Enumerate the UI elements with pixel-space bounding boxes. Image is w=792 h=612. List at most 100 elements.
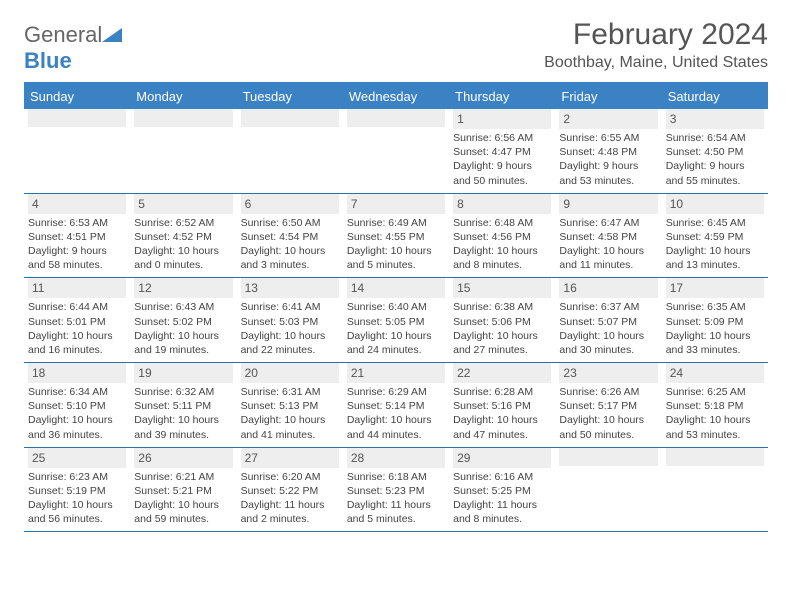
daylight-line: Daylight: 9 hours and 50 minutes. <box>453 159 551 187</box>
day-cell: 6Sunrise: 6:50 AMSunset: 4:54 PMDaylight… <box>237 194 343 278</box>
sunrise-line: Sunrise: 6:18 AM <box>347 470 445 484</box>
daylight-line: Daylight: 10 hours and 50 minutes. <box>559 413 657 441</box>
sunset-line: Sunset: 4:51 PM <box>28 230 126 244</box>
day-cell: 27Sunrise: 6:20 AMSunset: 5:22 PMDayligh… <box>237 448 343 532</box>
day-details: Sunrise: 6:21 AMSunset: 5:21 PMDaylight:… <box>134 470 232 527</box>
daylight-line: Daylight: 10 hours and 19 minutes. <box>134 329 232 357</box>
weeks-container: 1Sunrise: 6:56 AMSunset: 4:47 PMDaylight… <box>24 109 768 532</box>
daylight-line: Daylight: 10 hours and 16 minutes. <box>28 329 126 357</box>
sunset-line: Sunset: 4:48 PM <box>559 145 657 159</box>
day-cell: 8Sunrise: 6:48 AMSunset: 4:56 PMDaylight… <box>449 194 555 278</box>
sunset-line: Sunset: 5:02 PM <box>134 315 232 329</box>
day-details: Sunrise: 6:38 AMSunset: 5:06 PMDaylight:… <box>453 300 551 357</box>
sunrise-line: Sunrise: 6:45 AM <box>666 216 764 230</box>
day-details: Sunrise: 6:34 AMSunset: 5:10 PMDaylight:… <box>28 385 126 442</box>
day-details: Sunrise: 6:52 AMSunset: 4:52 PMDaylight:… <box>134 216 232 273</box>
day-cell <box>555 448 661 532</box>
day-cell: 19Sunrise: 6:32 AMSunset: 5:11 PMDayligh… <box>130 363 236 447</box>
day-number: 3 <box>666 109 764 129</box>
day-cell <box>237 109 343 193</box>
day-cell: 9Sunrise: 6:47 AMSunset: 4:58 PMDaylight… <box>555 194 661 278</box>
day-number: 4 <box>28 194 126 214</box>
day-number: 14 <box>347 278 445 298</box>
sunset-line: Sunset: 5:16 PM <box>453 399 551 413</box>
sunset-line: Sunset: 5:17 PM <box>559 399 657 413</box>
daylight-line: Daylight: 11 hours and 5 minutes. <box>347 498 445 526</box>
day-number: 9 <box>559 194 657 214</box>
weekday-header: Saturday <box>662 84 768 109</box>
week-row: 1Sunrise: 6:56 AMSunset: 4:47 PMDaylight… <box>24 109 768 194</box>
day-number: 17 <box>666 278 764 298</box>
sunrise-line: Sunrise: 6:50 AM <box>241 216 339 230</box>
day-cell: 2Sunrise: 6:55 AMSunset: 4:48 PMDaylight… <box>555 109 661 193</box>
sunset-line: Sunset: 4:55 PM <box>347 230 445 244</box>
day-number: 12 <box>134 278 232 298</box>
day-number: 22 <box>453 363 551 383</box>
day-cell: 18Sunrise: 6:34 AMSunset: 5:10 PMDayligh… <box>24 363 130 447</box>
day-number: 23 <box>559 363 657 383</box>
day-cell: 22Sunrise: 6:28 AMSunset: 5:16 PMDayligh… <box>449 363 555 447</box>
day-number: 26 <box>134 448 232 468</box>
sunset-line: Sunset: 5:11 PM <box>134 399 232 413</box>
sunrise-line: Sunrise: 6:47 AM <box>559 216 657 230</box>
sunset-line: Sunset: 5:09 PM <box>666 315 764 329</box>
day-number: 5 <box>134 194 232 214</box>
day-details: Sunrise: 6:49 AMSunset: 4:55 PMDaylight:… <box>347 216 445 273</box>
day-cell: 23Sunrise: 6:26 AMSunset: 5:17 PMDayligh… <box>555 363 661 447</box>
weekday-header: Monday <box>130 84 236 109</box>
day-number: 20 <box>241 363 339 383</box>
day-number <box>134 109 232 127</box>
day-cell <box>662 448 768 532</box>
day-cell: 11Sunrise: 6:44 AMSunset: 5:01 PMDayligh… <box>24 278 130 362</box>
sunset-line: Sunset: 5:06 PM <box>453 315 551 329</box>
day-number: 24 <box>666 363 764 383</box>
sunrise-line: Sunrise: 6:41 AM <box>241 300 339 314</box>
daylight-line: Daylight: 10 hours and 36 minutes. <box>28 413 126 441</box>
day-number: 10 <box>666 194 764 214</box>
daylight-line: Daylight: 10 hours and 30 minutes. <box>559 329 657 357</box>
sunset-line: Sunset: 5:05 PM <box>347 315 445 329</box>
month-title: February 2024 <box>544 18 768 52</box>
day-number: 19 <box>134 363 232 383</box>
day-cell: 17Sunrise: 6:35 AMSunset: 5:09 PMDayligh… <box>662 278 768 362</box>
week-row: 11Sunrise: 6:44 AMSunset: 5:01 PMDayligh… <box>24 278 768 363</box>
sunrise-line: Sunrise: 6:31 AM <box>241 385 339 399</box>
day-details: Sunrise: 6:35 AMSunset: 5:09 PMDaylight:… <box>666 300 764 357</box>
day-cell: 26Sunrise: 6:21 AMSunset: 5:21 PMDayligh… <box>130 448 236 532</box>
daylight-line: Daylight: 10 hours and 24 minutes. <box>347 329 445 357</box>
daylight-line: Daylight: 10 hours and 22 minutes. <box>241 329 339 357</box>
daylight-line: Daylight: 11 hours and 8 minutes. <box>453 498 551 526</box>
day-number <box>241 109 339 127</box>
weekday-header: Sunday <box>24 84 130 109</box>
weekday-header: Wednesday <box>343 84 449 109</box>
sunset-line: Sunset: 4:58 PM <box>559 230 657 244</box>
daylight-line: Daylight: 10 hours and 44 minutes. <box>347 413 445 441</box>
day-cell: 21Sunrise: 6:29 AMSunset: 5:14 PMDayligh… <box>343 363 449 447</box>
day-cell: 7Sunrise: 6:49 AMSunset: 4:55 PMDaylight… <box>343 194 449 278</box>
day-details: Sunrise: 6:43 AMSunset: 5:02 PMDaylight:… <box>134 300 232 357</box>
sunset-line: Sunset: 4:50 PM <box>666 145 764 159</box>
day-number: 11 <box>28 278 126 298</box>
day-cell: 14Sunrise: 6:40 AMSunset: 5:05 PMDayligh… <box>343 278 449 362</box>
day-cell: 15Sunrise: 6:38 AMSunset: 5:06 PMDayligh… <box>449 278 555 362</box>
sunrise-line: Sunrise: 6:44 AM <box>28 300 126 314</box>
day-cell: 16Sunrise: 6:37 AMSunset: 5:07 PMDayligh… <box>555 278 661 362</box>
day-cell: 20 Sunrise: 6:31 AMSunset: 5:13 PMDayligh… <box>237 363 343 447</box>
day-details: Sunrise: 6:41 AMSunset: 5:03 PMDaylight:… <box>241 300 339 357</box>
day-cell <box>343 109 449 193</box>
calendar: Sunday Monday Tuesday Wednesday Thursday… <box>24 82 768 532</box>
sunset-line: Sunset: 5:22 PM <box>241 484 339 498</box>
day-details: Sunrise: 6:29 AMSunset: 5:14 PMDaylight:… <box>347 385 445 442</box>
sunset-line: Sunset: 5:13 PM <box>241 399 339 413</box>
day-details: Sunrise: 6:28 AMSunset: 5:16 PMDaylight:… <box>453 385 551 442</box>
day-number <box>559 448 657 466</box>
daylight-line: Daylight: 10 hours and 41 minutes. <box>241 413 339 441</box>
daylight-line: Daylight: 10 hours and 0 minutes. <box>134 244 232 272</box>
daylight-line: Daylight: 10 hours and 53 minutes. <box>666 413 764 441</box>
sunrise-line: Sunrise: 6:55 AM <box>559 131 657 145</box>
daylight-line: Daylight: 10 hours and 13 minutes. <box>666 244 764 272</box>
sunset-line: Sunset: 4:59 PM <box>666 230 764 244</box>
day-number: 15 <box>453 278 551 298</box>
day-details: Sunrise: 6:56 AMSunset: 4:47 PMDaylight:… <box>453 131 551 188</box>
day-number <box>666 448 764 466</box>
